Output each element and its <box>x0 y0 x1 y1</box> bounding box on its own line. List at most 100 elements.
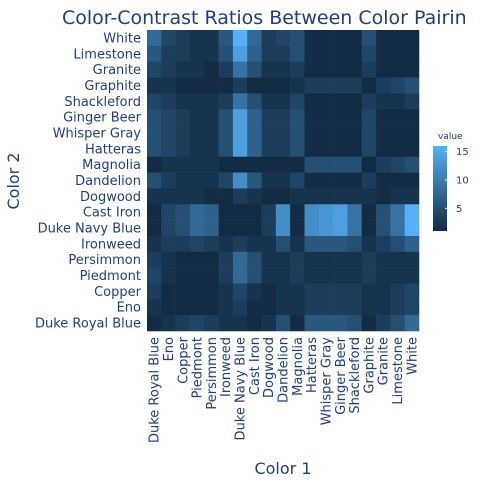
x-tick-label: Magnolia <box>291 337 306 396</box>
heatmap-cell <box>161 220 176 237</box>
heatmap-cell <box>261 140 277 158</box>
heatmap-cell <box>318 93 334 110</box>
heatmap-cell <box>404 61 420 78</box>
heatmap-cell <box>318 172 334 189</box>
heatmap-cell <box>218 283 234 300</box>
heatmap-cell <box>232 172 248 189</box>
heatmap-cell <box>376 267 391 284</box>
heatmap-cell <box>304 156 320 173</box>
heatmap-cell <box>175 220 191 237</box>
heatmap-cell <box>361 315 377 332</box>
heatmap-cell <box>247 45 262 62</box>
heatmap-cell <box>175 267 191 284</box>
colorbar-tick-label: 10 <box>456 176 469 187</box>
y-tick-label: Whisper Gray <box>53 126 142 141</box>
heatmap-cell <box>304 251 320 268</box>
heatmap-cell <box>290 188 305 205</box>
heatmap-cell <box>304 315 320 332</box>
heatmap-cell <box>333 93 348 110</box>
heatmap-cell <box>304 299 320 316</box>
heatmap-cell <box>290 45 305 62</box>
y-tick-label: Persimmon <box>68 253 141 268</box>
heatmap-cell <box>232 220 248 237</box>
heatmap-cell <box>161 315 176 332</box>
heatmap-cell <box>376 172 391 189</box>
heatmap-cell <box>275 93 291 110</box>
heatmap-cell <box>204 283 219 300</box>
heatmap-cell <box>147 251 162 268</box>
heatmap-cell <box>290 30 305 47</box>
colorbar-gradient <box>433 146 447 231</box>
heatmap-cell <box>275 109 291 126</box>
heatmap-cell <box>189 315 205 332</box>
y-tick-label: Hatteras <box>85 142 141 157</box>
heatmap-cell <box>290 315 305 332</box>
y-tick-label: Ginger Beer <box>63 111 142 126</box>
heatmap-cell <box>204 204 219 221</box>
heatmap-cell <box>290 125 305 142</box>
heatmap-cell <box>404 77 420 94</box>
heatmap-cell <box>361 188 377 205</box>
heatmap-cell <box>347 220 363 237</box>
heatmap-cell <box>247 77 262 94</box>
heatmap-cell <box>218 45 234 62</box>
heatmap-cell <box>232 315 248 332</box>
y-tick-label: Duke Royal Blue <box>35 317 141 332</box>
heatmap-cell <box>175 45 191 62</box>
heatmap-cell <box>318 30 334 47</box>
x-tick-label: White <box>405 337 420 375</box>
heatmap-cell <box>189 267 205 284</box>
heatmap-cell <box>333 61 348 78</box>
heatmap-cell <box>147 61 162 78</box>
heatmap-cell <box>318 109 334 126</box>
heatmap-cell <box>390 93 405 110</box>
heatmap-cell <box>304 77 320 94</box>
heatmap-cell <box>275 77 291 94</box>
heatmap-cell <box>376 283 391 300</box>
x-tick-label: Granite <box>377 337 392 385</box>
heatmap-cell <box>361 140 377 158</box>
colorbar-legend: value 5 10 15 <box>433 132 469 231</box>
heatmap-cell <box>175 61 191 78</box>
heatmap-cell <box>333 125 348 142</box>
x-axis-title: Color 1 <box>254 459 311 478</box>
heatmap-cell <box>333 172 348 189</box>
heatmap-cell <box>376 93 391 110</box>
heatmap-cell <box>218 140 234 158</box>
x-tick-label: Copper <box>176 336 191 384</box>
heatmap-cell <box>390 77 405 94</box>
heatmap-cell <box>290 283 305 300</box>
y-tick-label: Copper <box>94 285 142 300</box>
heatmap-cell <box>333 45 348 62</box>
y-tick-label: Shackleford <box>64 95 141 110</box>
heatmap-cell <box>204 267 219 284</box>
heatmap-cell <box>361 45 377 62</box>
heatmap-cell <box>261 204 277 221</box>
heatmap-cell <box>204 77 219 94</box>
y-tick-label: Graphite <box>84 79 141 94</box>
heatmap-cell <box>390 188 405 205</box>
heatmap-cell <box>361 30 377 47</box>
heatmap-cell <box>175 93 191 110</box>
heatmap-cell <box>147 283 162 300</box>
y-tick-label: Granite <box>93 63 141 78</box>
heatmap-cell <box>376 220 391 237</box>
heatmap-cell <box>218 125 234 142</box>
heatmap-cell <box>175 109 191 126</box>
heatmap-cell <box>376 251 391 268</box>
heatmap-cell <box>247 61 262 78</box>
heatmap-cell <box>275 61 291 78</box>
heatmap-cell <box>175 188 191 205</box>
heatmap-cell <box>161 93 176 110</box>
heatmap-cell <box>275 235 291 253</box>
heatmap-cell <box>175 235 191 253</box>
heatmap-cell <box>333 299 348 316</box>
heatmap-cell <box>290 235 305 253</box>
heatmap-cell <box>290 172 305 189</box>
heatmap-cell <box>376 140 391 158</box>
heatmap-cell <box>189 188 205 205</box>
heatmap-cell <box>347 93 363 110</box>
heatmap-cell <box>247 235 262 253</box>
heatmap-cell <box>232 235 248 253</box>
heatmap-cell <box>261 220 277 237</box>
